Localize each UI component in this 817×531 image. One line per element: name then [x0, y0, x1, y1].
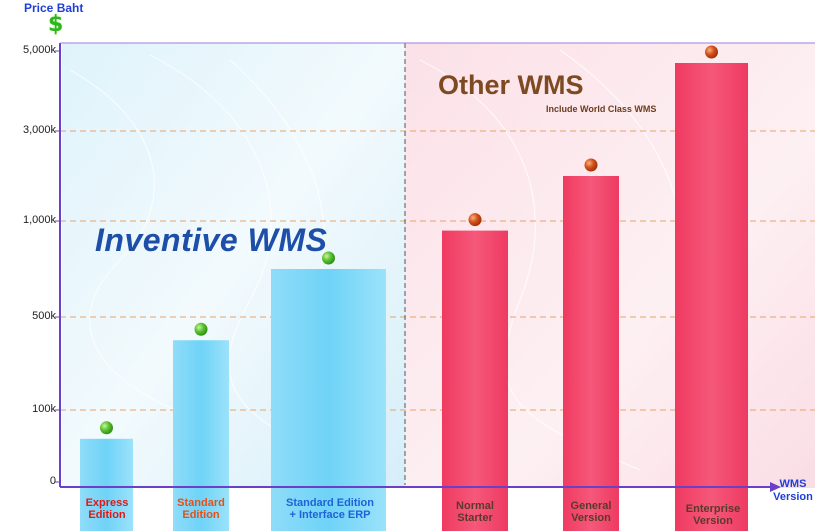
y-tick-label: 1,000k — [22, 214, 56, 226]
bar — [563, 176, 619, 531]
x-category-label: Standard Edition + Interface ERP — [270, 497, 390, 521]
x-category-label: Normal Starter — [430, 500, 520, 524]
y-axis-title: Price Baht — [24, 1, 84, 15]
bar-top-marker — [100, 421, 113, 435]
x-category-label-line: Starter — [457, 512, 493, 524]
x-category-label-line: Standard Edition — [286, 497, 374, 509]
bar-top-marker — [584, 158, 598, 172]
x-category-label-line: Version — [693, 515, 733, 527]
x-axis-title: WMS Version — [770, 478, 816, 504]
group-label-inventive: Inventive WMS — [95, 222, 328, 258]
x-category-label-line: Enterprise — [685, 503, 741, 515]
x-category-label-line: Standard — [177, 497, 225, 509]
group-label-other: Other WMS — [438, 70, 584, 100]
bar-top-marker — [468, 213, 482, 227]
x-category-label: General Version — [546, 500, 636, 524]
y-tick-marks — [55, 50, 60, 483]
bar — [173, 340, 229, 531]
x-category-label-line: + Interface ERP — [289, 509, 371, 521]
y-tick-label: 3,000k — [22, 124, 56, 136]
bar-top-marker — [322, 251, 335, 265]
bar — [675, 63, 748, 531]
x-category-label: Standard Edition — [156, 497, 246, 521]
bar — [271, 269, 386, 531]
x-category-label-line: Express — [85, 497, 129, 509]
bar — [80, 438, 133, 531]
x-category-label-line: Edition — [182, 509, 220, 521]
x-axis-arrow — [770, 482, 781, 492]
x-category-label-line: General — [570, 500, 612, 512]
y-tick-label: 100k — [32, 403, 56, 415]
y-tick-label: 5,000k — [22, 44, 56, 56]
x-category-label: Enterprise Version — [668, 503, 758, 527]
x-category-label: Express Edition — [62, 497, 152, 521]
dollar-icon: $ — [48, 12, 64, 37]
x-category-label-line: Normal — [456, 500, 494, 512]
y-tick-label: 500k — [32, 310, 56, 322]
x-axis-title-text: WMS Version — [773, 478, 813, 503]
group-subtitle-other: Include World Class WMS — [546, 104, 657, 114]
bar-top-marker — [194, 322, 208, 336]
y-tick-label: 0 — [49, 475, 56, 487]
bar-top-marker — [705, 45, 718, 59]
x-category-label-line: Edition — [88, 509, 126, 521]
bar — [442, 230, 508, 531]
x-category-label-line: Version — [571, 512, 611, 524]
